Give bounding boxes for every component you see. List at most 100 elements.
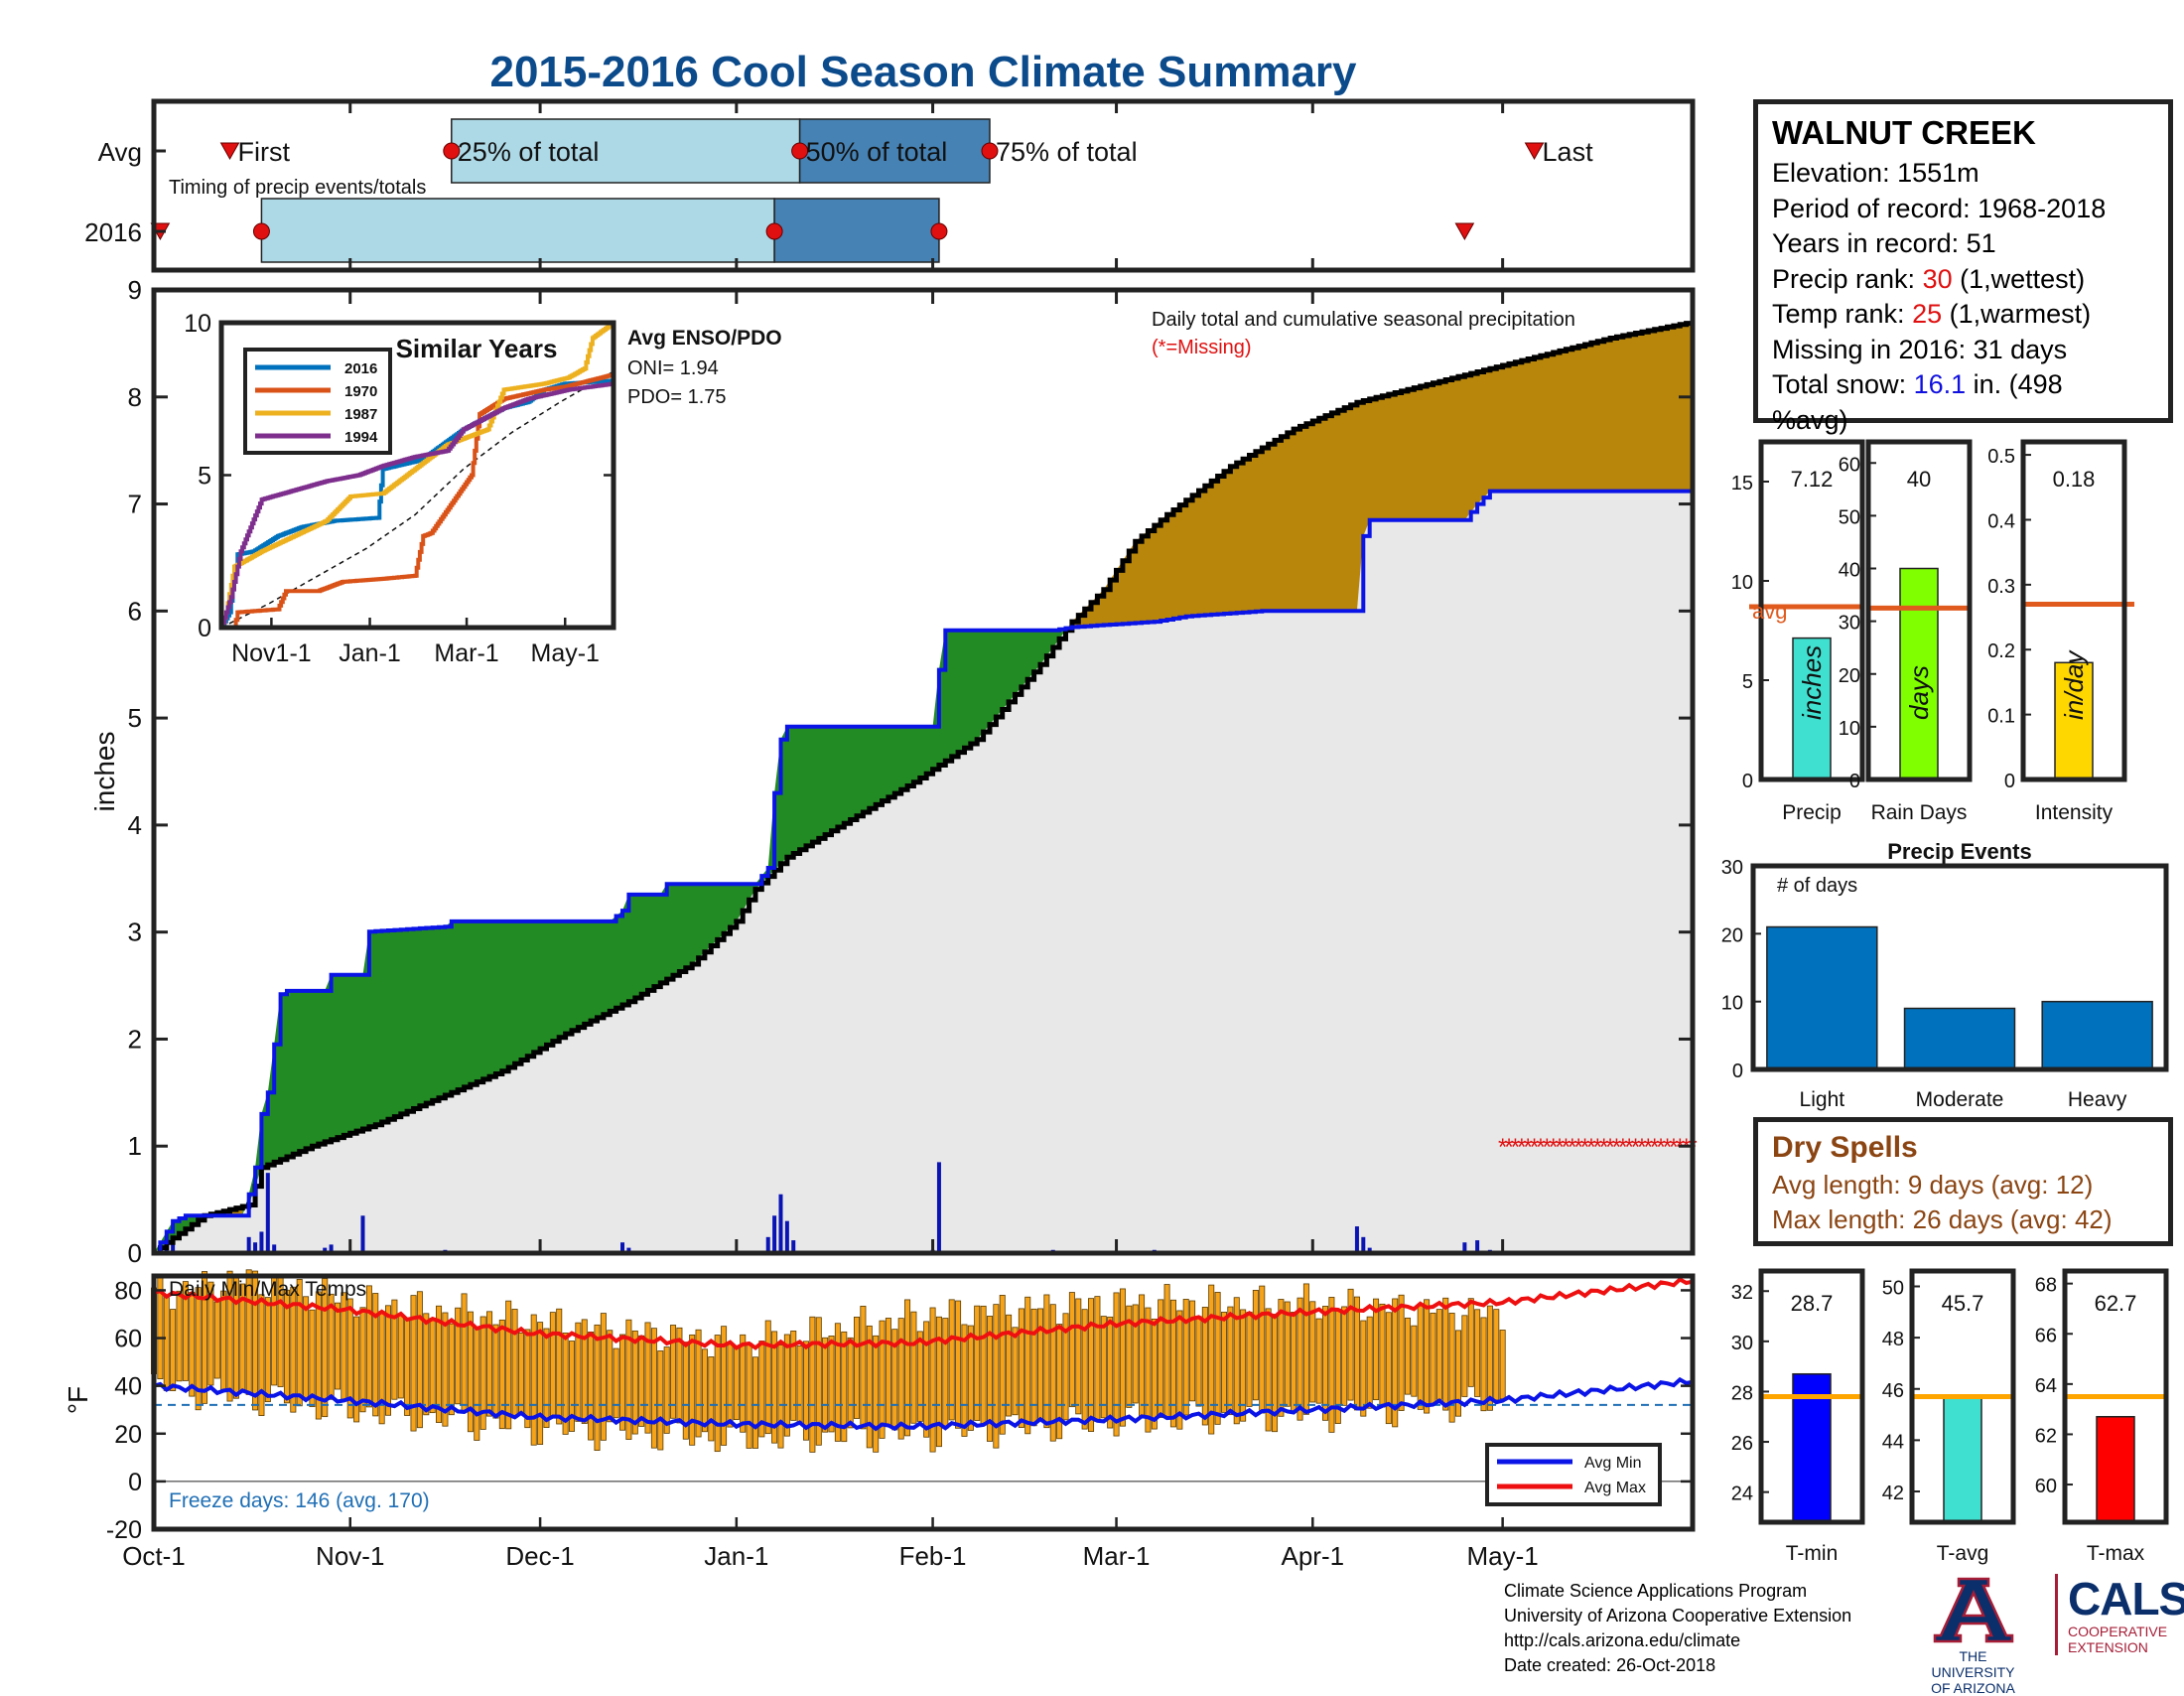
timing-2016-q1-bar bbox=[260, 198, 775, 263]
below-average-fill bbox=[205, 322, 1693, 1216]
daily-temp-bar bbox=[751, 1356, 758, 1449]
inset-series-1987 bbox=[220, 322, 615, 630]
events-category-label: Light bbox=[1800, 1088, 1845, 1111]
daily-temp-bar bbox=[429, 1318, 436, 1414]
daily-temp-bar bbox=[1208, 1284, 1215, 1435]
timing-row-label: 2016 bbox=[84, 217, 142, 247]
daily-precip-bar bbox=[360, 1215, 365, 1253]
daily-temp-bar bbox=[1297, 1297, 1303, 1421]
daily-temp-bar bbox=[258, 1294, 265, 1417]
daily-temp-bar bbox=[309, 1309, 316, 1408]
precip-panel-label: Intensity bbox=[2035, 801, 2114, 824]
daily-temp-bar bbox=[777, 1344, 784, 1449]
daily-temp-bar bbox=[879, 1320, 886, 1439]
daily-temp-bar bbox=[410, 1295, 417, 1432]
daily-temp-bar bbox=[517, 1332, 524, 1414]
missing-marker: * bbox=[1605, 1134, 1614, 1161]
main-plot-frame bbox=[151, 287, 1696, 1256]
cals-wordmark: CALS bbox=[2068, 1573, 2184, 1625]
daily-temp-bar bbox=[170, 1309, 177, 1391]
daily-temp-bar bbox=[663, 1346, 670, 1434]
dry-spells-box: Dry Spells Avg length: 9 days (avg: 12) … bbox=[1753, 1117, 2173, 1246]
precip-panel-tick-label: 0.2 bbox=[1987, 640, 2015, 662]
daily-temp-bar bbox=[448, 1323, 455, 1416]
daily-temp-bar bbox=[226, 1270, 233, 1402]
precip-panel-tick-label: 0.5 bbox=[1987, 446, 2015, 468]
daily-precip-bar bbox=[765, 1236, 770, 1253]
daily-temp-bar bbox=[467, 1311, 474, 1433]
daily-precip-bar bbox=[272, 1244, 277, 1253]
page-title: 2015-2016 Cool Season Climate Summary bbox=[489, 48, 1357, 96]
daily-temp-bar bbox=[359, 1307, 366, 1413]
daily-temp-bar bbox=[967, 1325, 974, 1431]
season-cumulative-line bbox=[154, 489, 1693, 1255]
temp-panel-tick-label: 24 bbox=[1731, 1484, 1753, 1505]
missing-marker: * bbox=[1644, 1134, 1653, 1161]
y-tick-label: 1 bbox=[128, 1131, 142, 1161]
temps-x-tick-label: Feb-1 bbox=[899, 1541, 967, 1571]
daily-temp-bar bbox=[264, 1297, 271, 1403]
station-info-box: WALNUT CREEK Elevation: 1551m Period of … bbox=[1753, 99, 2173, 435]
inset-legend-label: 1987 bbox=[344, 406, 377, 423]
y-tick-label: 8 bbox=[128, 382, 142, 412]
precip-panel-bar bbox=[1792, 636, 1832, 780]
daily-precip-bar bbox=[259, 1231, 264, 1253]
daily-temp-bar bbox=[897, 1318, 904, 1440]
daily-precip-bar bbox=[1475, 1240, 1480, 1253]
daily-temp-bar bbox=[455, 1307, 462, 1405]
temps-x-tick-label: Jan-1 bbox=[704, 1541, 768, 1571]
avg-cumulative-line bbox=[154, 321, 1696, 1256]
daily-temp-bar bbox=[1424, 1299, 1431, 1414]
temps-x-tick-label: Apr-1 bbox=[1281, 1541, 1344, 1571]
station-missing: Missing in 2016: 31 days bbox=[1772, 334, 2068, 364]
daily-temp-bar bbox=[1088, 1298, 1095, 1432]
daily-temp-bar bbox=[588, 1332, 595, 1441]
daily-temp-bar bbox=[670, 1325, 677, 1419]
daily-temp-bar bbox=[993, 1304, 1000, 1449]
events-category-label: Moderate bbox=[1916, 1088, 2004, 1111]
daily-temp-bar bbox=[416, 1291, 423, 1429]
daily-temp-bar bbox=[1240, 1309, 1247, 1422]
missing-marker: * bbox=[1650, 1134, 1659, 1161]
daily-temp-bar bbox=[1385, 1312, 1392, 1425]
daily-temp-bar bbox=[1081, 1309, 1088, 1430]
missing-note: (*=Missing) bbox=[1152, 337, 1252, 358]
credits: Climate Science Applications Program Uni… bbox=[1504, 1579, 1851, 1678]
daily-temp-bar bbox=[1094, 1296, 1101, 1422]
temp-panel-bar bbox=[2096, 1415, 2135, 1523]
daily-temp-bar bbox=[1322, 1306, 1329, 1421]
daily-temp-bar bbox=[436, 1305, 443, 1423]
station-years: Years in record: 51 bbox=[1772, 228, 1996, 258]
daily-precip-bar bbox=[626, 1247, 631, 1253]
daily-temp-bar bbox=[562, 1333, 569, 1435]
missing-marker: * bbox=[1631, 1134, 1640, 1161]
daily-temp-bar bbox=[1486, 1305, 1493, 1411]
cals-subtitle-1: COOPERATIVE bbox=[2068, 1624, 2168, 1639]
inset-x-tick-label: Nov1-1 bbox=[231, 639, 312, 667]
precip-panel-value: 0.18 bbox=[2053, 467, 2096, 492]
inset-series-1970 bbox=[221, 372, 615, 630]
daily-temp-bar bbox=[834, 1323, 841, 1442]
temps-y-tick-label: 0 bbox=[128, 1469, 142, 1496]
precip-rank-suffix: (1,wettest) bbox=[1952, 263, 2086, 294]
daily-temp-bar bbox=[1461, 1315, 1468, 1397]
daily-temp-bar bbox=[1347, 1288, 1354, 1401]
daily-temp-bar bbox=[1132, 1304, 1139, 1404]
daily-temp-bar bbox=[1246, 1311, 1253, 1407]
daily-temp-bar bbox=[1278, 1299, 1285, 1417]
events-bar bbox=[2041, 1000, 2153, 1070]
daily-precip-bar bbox=[1367, 1247, 1372, 1253]
daily-temp-bar bbox=[1158, 1299, 1164, 1418]
daily-temp-bar bbox=[397, 1315, 404, 1399]
precip-panel-tick-label: 0 bbox=[2004, 771, 2015, 792]
y-tick-label: 6 bbox=[128, 596, 142, 626]
daily-temp-bar bbox=[202, 1271, 208, 1404]
main-chart-title: Daily total and cumulative seasonal prec… bbox=[1152, 309, 1575, 331]
daily-temp-bar bbox=[543, 1328, 550, 1428]
timing-p50-label: 50% of total bbox=[806, 137, 948, 167]
temps-x-tick-label: Mar-1 bbox=[1083, 1541, 1151, 1571]
daily-temp-bar bbox=[1062, 1313, 1069, 1421]
daily-precip-bar bbox=[1462, 1242, 1467, 1253]
temps-x-tick-label: May-1 bbox=[1467, 1541, 1539, 1571]
events-tick-label: 10 bbox=[1721, 993, 1743, 1015]
